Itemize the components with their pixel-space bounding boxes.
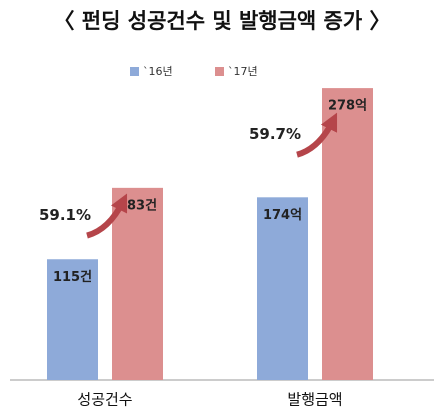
legend-label: `17년 — [228, 65, 258, 78]
x-tick-label: 발행금액 — [287, 391, 342, 409]
value-label: 278억 — [328, 99, 367, 114]
bar — [112, 187, 163, 380]
value-label: 183건 — [118, 197, 157, 213]
bar — [257, 197, 308, 380]
x-tick-label: 성공건수 — [77, 391, 132, 409]
value-label: 174억 — [263, 208, 302, 223]
annotation: 59.1% — [39, 206, 91, 224]
annotation: 59.7% — [249, 125, 301, 143]
bar — [47, 259, 98, 380]
bar — [322, 88, 373, 380]
legend-label: `16년 — [143, 65, 173, 78]
growth-arrow — [296, 112, 338, 158]
growth-arrow — [86, 193, 128, 239]
chart-title: 〈 펀딩 성공건수 및 발행금액 증가 〉 — [53, 9, 390, 33]
value-label: 115건 — [53, 269, 92, 285]
legend-swatch — [215, 67, 224, 76]
legend-swatch — [130, 67, 139, 76]
